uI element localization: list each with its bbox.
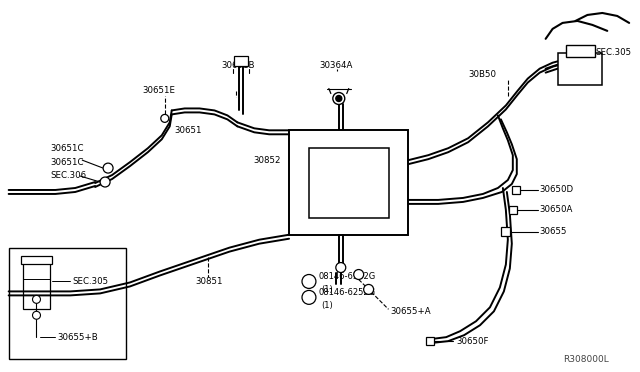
Circle shape — [33, 295, 40, 303]
Bar — [309, 148, 388, 218]
Circle shape — [103, 163, 113, 173]
Text: 30650F: 30650F — [456, 337, 488, 346]
Bar — [512, 186, 520, 194]
Circle shape — [100, 177, 110, 187]
Circle shape — [333, 93, 345, 105]
Circle shape — [161, 115, 169, 122]
Circle shape — [336, 96, 342, 102]
Text: 30655: 30655 — [540, 227, 567, 236]
Bar — [234, 56, 248, 66]
Text: 30651C: 30651C — [51, 144, 84, 153]
Bar — [9, 248, 126, 359]
Text: 30650D: 30650D — [540, 186, 574, 195]
Bar — [501, 227, 510, 236]
Bar — [566, 45, 595, 57]
Circle shape — [354, 270, 364, 279]
Text: 30651B: 30651B — [221, 61, 255, 70]
Text: SEC.306: SEC.306 — [51, 170, 86, 180]
Bar — [426, 337, 435, 345]
Text: 30852: 30852 — [253, 155, 281, 165]
Text: 30650A: 30650A — [540, 205, 573, 214]
Text: 30364A: 30364A — [319, 61, 352, 70]
Text: 08146-6352G: 08146-6352G — [319, 272, 376, 281]
Text: 08146-6252G: 08146-6252G — [319, 288, 376, 297]
Text: B: B — [306, 293, 312, 302]
Text: 30655+B: 30655+B — [58, 333, 98, 341]
Text: 30B50: 30B50 — [468, 70, 496, 79]
Circle shape — [302, 291, 316, 304]
Circle shape — [33, 311, 40, 319]
Text: 30651: 30651 — [175, 126, 202, 135]
Circle shape — [364, 285, 374, 294]
Bar — [20, 256, 52, 264]
Bar — [22, 260, 51, 309]
Text: SEC.305: SEC.305 — [72, 277, 108, 286]
Bar — [509, 206, 516, 214]
Text: (1): (1) — [321, 285, 333, 294]
Text: R308000L: R308000L — [564, 355, 609, 363]
Circle shape — [336, 263, 346, 273]
Text: 30651C: 30651C — [51, 158, 84, 167]
Text: SEC.305: SEC.305 — [595, 48, 632, 57]
Bar — [289, 130, 408, 235]
Circle shape — [302, 275, 316, 288]
Text: 30655+A: 30655+A — [390, 307, 431, 316]
Bar — [557, 53, 602, 84]
Text: 30851: 30851 — [196, 277, 223, 286]
Text: 30651E: 30651E — [142, 86, 175, 95]
Text: (1): (1) — [321, 301, 333, 310]
Text: B: B — [306, 277, 312, 286]
